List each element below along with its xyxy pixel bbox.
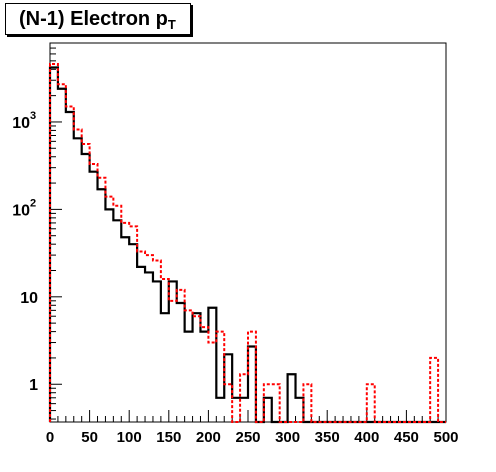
x-tick-label: 150 <box>156 429 181 446</box>
x-tick-label: 500 <box>433 429 458 446</box>
chart-title: (N-1) Electron pT <box>5 3 191 35</box>
x-tick-label: 350 <box>315 429 340 446</box>
x-tick-label: 400 <box>354 429 379 446</box>
y-tick-label: 10 <box>12 202 30 219</box>
x-tick-label: 450 <box>394 429 419 446</box>
x-tick-label: 200 <box>196 429 221 446</box>
y-tick-exponent: 3 <box>30 110 36 122</box>
dashed-red-histogram <box>49 63 446 423</box>
x-tick-label: 300 <box>275 429 300 446</box>
x-tick-label: 100 <box>117 429 142 446</box>
x-tick-label: 0 <box>46 429 54 446</box>
chart-title-subscript: T <box>167 17 176 32</box>
y-tick-label: 10 <box>12 115 30 132</box>
chart-title-main: (N-1) Electron p <box>19 8 168 30</box>
y-tick-label: 10 <box>20 290 38 307</box>
x-tick-label: 50 <box>81 429 98 446</box>
y-tick-exponent: 2 <box>30 197 36 209</box>
y-tick-label: 1 <box>29 377 38 394</box>
x-tick-label: 250 <box>235 429 260 446</box>
